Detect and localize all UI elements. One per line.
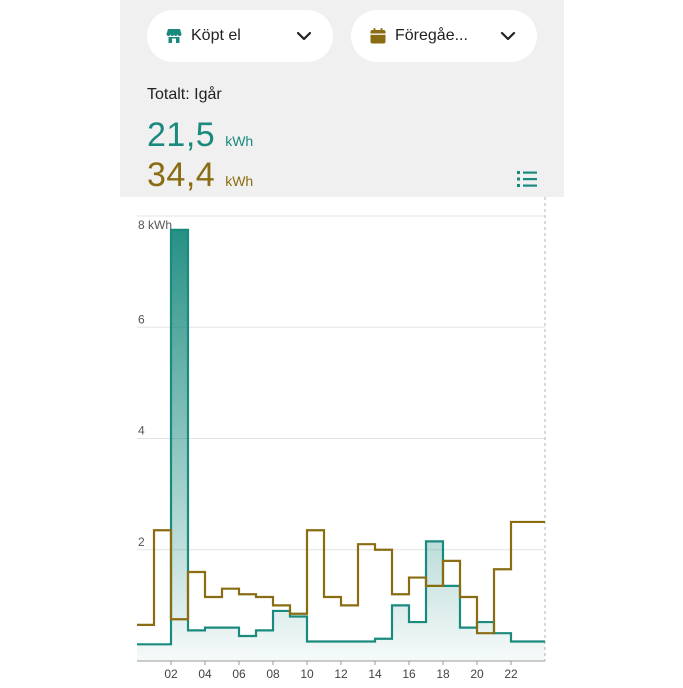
x-tick-label: 06 [232,667,246,681]
storefront-icon [166,29,182,43]
energy-type-label: Köpt el [191,27,241,44]
x-tick-label: 12 [334,667,348,681]
purchased-total: 21,5 kWh [147,116,253,155]
consumption-chart: 2 4 6 8 kWh 02 04 06 08 10 12 14 16 18 20 22 [137,197,546,681]
y-tick-label: 2 [138,535,145,549]
series-comparison-line [137,520,545,635]
y-tick-label: 4 [138,424,145,438]
x-tick-label: 02 [164,667,178,681]
comparison-total: 34,4 kWh [147,156,253,195]
period-dropdown[interactable]: Föregåe... [351,10,537,62]
comparison-total-value: 34,4 [147,156,216,194]
series-purchased-line [137,228,545,646]
list-icon[interactable] [516,168,538,190]
chart-area: 2 4 6 8 kWh 02 04 06 08 10 12 14 16 18 20 22 [0,197,683,683]
x-tick-label: 08 [266,667,280,681]
x-tick-label: 18 [436,667,450,681]
header-panel: Köpt el Föregåe... Totalt: Igår 21,5 kWh… [120,0,564,197]
y-tick-label: 8 kWh [138,218,172,232]
comparison-total-unit: kWh [225,173,254,189]
energy-type-dropdown[interactable]: Köpt el [147,10,333,62]
x-tick-label: 16 [402,667,416,681]
x-tick-label: 14 [368,667,382,681]
x-tick-label: 22 [504,667,518,681]
calendar-icon [370,28,386,44]
chevron-down-icon [296,31,312,41]
y-tick-label: 6 [138,312,145,326]
purchased-total-unit: kWh [225,133,254,149]
x-tick-label: 04 [198,667,212,681]
purchased-total-value: 21,5 [147,116,216,154]
period-label: Föregåe... [395,27,468,44]
x-tick-label: 10 [300,667,314,681]
x-tick-label: 20 [470,667,484,681]
total-label: Totalt: Igår [147,86,222,103]
chevron-down-icon [500,31,516,41]
